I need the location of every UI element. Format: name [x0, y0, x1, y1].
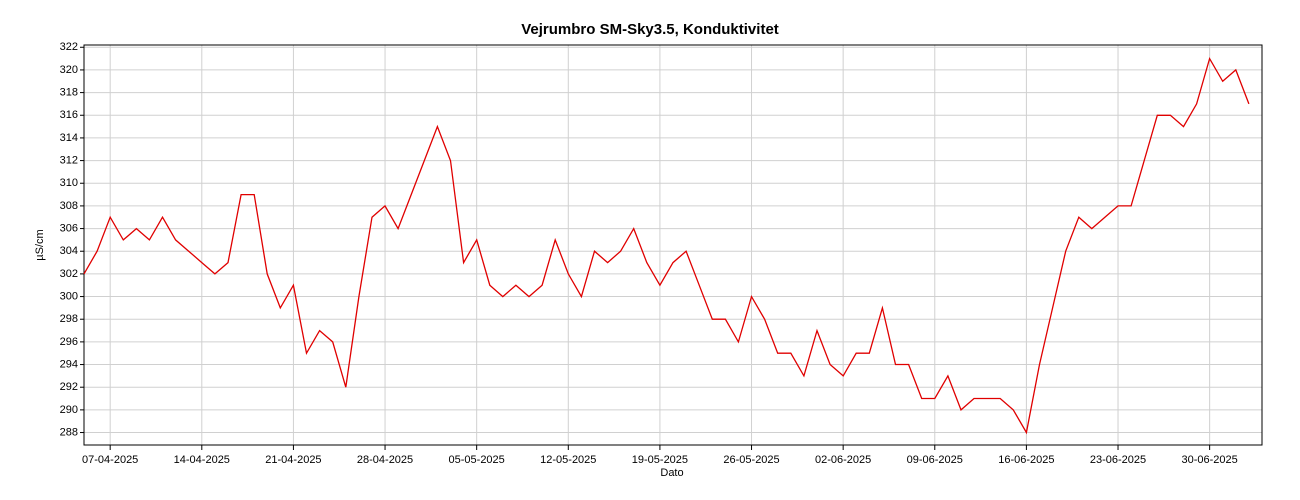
x-tick-label: 14-04-2025 [174, 454, 230, 466]
x-tick-label: 19-05-2025 [632, 454, 688, 466]
x-tick-label: 28-04-2025 [357, 454, 413, 466]
y-tick-label: 302 [60, 268, 78, 280]
y-axis-label: µS/cm [34, 229, 46, 260]
x-tick-label: 21-04-2025 [265, 454, 321, 466]
y-tick-label: 320 [60, 64, 78, 76]
chart-title: Vejrumbro SM-Sky3.5, Konduktivitet [521, 21, 779, 38]
y-tick-label: 308 [60, 200, 78, 212]
x-tick-label: 05-05-2025 [449, 454, 505, 466]
x-tick-label: 07-04-2025 [82, 454, 138, 466]
y-tick-label: 296 [60, 336, 78, 348]
y-tick-label: 322 [60, 41, 78, 53]
x-tick-label: 26-05-2025 [723, 454, 779, 466]
y-tick-label: 314 [60, 132, 78, 144]
y-tick-label: 294 [60, 358, 78, 370]
data-line [83, 56, 1250, 435]
y-tick-label: 310 [60, 177, 78, 189]
y-tick-label: 306 [60, 222, 78, 234]
y-tick-label: 316 [60, 109, 78, 121]
x-tick-label: 16-06-2025 [998, 454, 1054, 466]
y-tick-label: 300 [60, 290, 78, 302]
x-tick-label: 09-06-2025 [907, 454, 963, 466]
x-tick-label: 23-06-2025 [1090, 454, 1146, 466]
y-tick-label: 288 [60, 426, 78, 438]
plot-border [83, 44, 1263, 446]
x-tick-label: 30-06-2025 [1182, 454, 1238, 466]
x-axis-label: Dato [660, 467, 683, 479]
y-tick-label: 318 [60, 86, 78, 98]
y-tick-label: 304 [60, 245, 78, 257]
y-tick-label: 292 [60, 381, 78, 393]
y-tick-label: 312 [60, 154, 78, 166]
x-tick-label: 02-06-2025 [815, 454, 871, 466]
y-tick-label: 298 [60, 313, 78, 325]
x-tick-label: 12-05-2025 [540, 454, 596, 466]
y-tick-label: 290 [60, 404, 78, 416]
